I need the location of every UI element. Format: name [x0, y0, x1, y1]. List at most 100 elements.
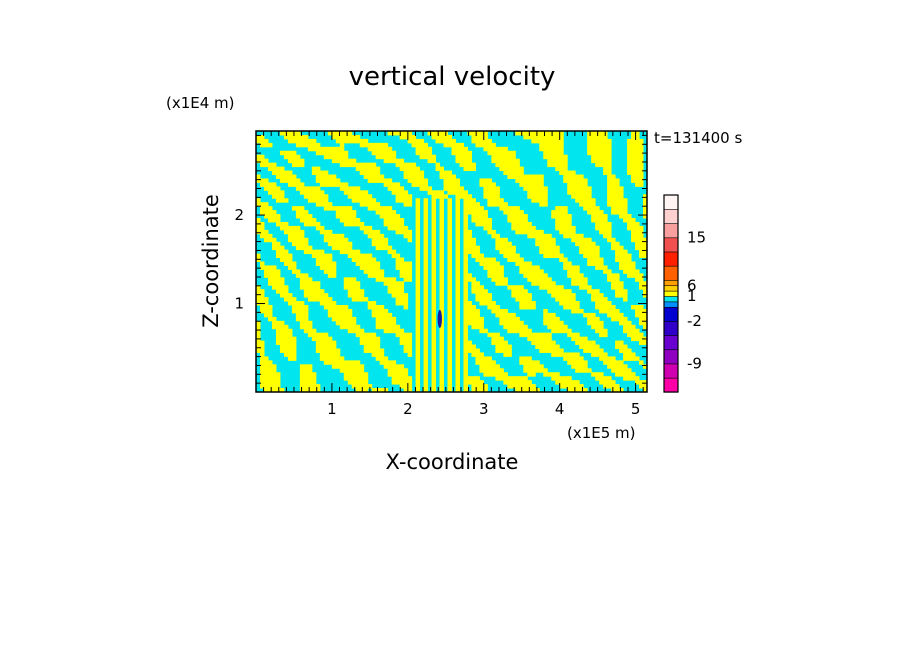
positive-velocity-cell: [267, 308, 273, 314]
positive-velocity-cell: [475, 360, 480, 365]
positive-velocity-cell: [387, 218, 393, 223]
positive-velocity-cell: [279, 198, 285, 203]
positive-velocity-cell: [343, 241, 349, 247]
positive-velocity-cell: [419, 178, 425, 183]
positive-velocity-cell: [475, 138, 480, 144]
positive-velocity-cell: [303, 380, 309, 385]
positive-velocity-cell: [531, 269, 536, 274]
positive-velocity-cell: [503, 277, 508, 282]
positive-velocity-cell: [371, 237, 377, 243]
positive-velocity-cell: [635, 376, 640, 381]
positive-velocity-cell: [307, 277, 313, 282]
positive-velocity-cell: [267, 182, 273, 187]
positive-velocity-cell: [463, 166, 468, 172]
positive-velocity-cell: [375, 316, 381, 322]
positive-velocity-cell: [587, 131, 592, 136]
positive-velocity-cell: [303, 277, 309, 282]
positive-velocity-cell: [543, 134, 548, 140]
positive-velocity-cell: [259, 308, 265, 314]
positive-velocity-cell: [415, 210, 421, 215]
positive-velocity-cell: [387, 372, 393, 377]
positive-velocity-cell: [579, 186, 584, 191]
positive-velocity-cell: [559, 134, 564, 140]
positive-velocity-cell: [543, 202, 548, 207]
positive-velocity-cell: [387, 320, 393, 326]
positive-velocity-cell: [375, 312, 381, 318]
positive-velocity-cell: [371, 166, 377, 172]
positive-velocity-cell: [467, 316, 472, 322]
positive-velocity-cell: [363, 225, 369, 231]
positive-velocity-cell: [323, 229, 329, 235]
positive-velocity-cell: [451, 178, 456, 183]
positive-velocity-cell: [559, 348, 564, 353]
positive-velocity-cell: [611, 277, 616, 282]
positive-velocity-cell: [303, 293, 309, 298]
positive-velocity-cell: [287, 344, 293, 349]
positive-velocity-cell: [299, 308, 305, 314]
positive-velocity-cell: [611, 285, 616, 290]
positive-velocity-cell: [399, 372, 405, 377]
positive-velocity-cell: [315, 225, 321, 231]
positive-velocity-cell: [479, 178, 484, 183]
positive-velocity-cell: [415, 380, 421, 385]
positive-velocity-cell: [631, 352, 636, 357]
positive-velocity-cell: [359, 289, 365, 294]
positive-velocity-cell: [591, 142, 596, 148]
positive-velocity-cell: [599, 265, 604, 270]
positive-velocity-cell: [579, 281, 584, 286]
positive-velocity-cell: [256, 344, 261, 349]
positive-velocity-cell: [511, 166, 516, 172]
positive-velocity-cell: [559, 289, 564, 294]
positive-velocity-cell: [503, 281, 508, 286]
positive-velocity-cell: [395, 131, 401, 136]
positive-velocity-cell: [331, 340, 337, 346]
positive-velocity-cell: [319, 225, 325, 231]
positive-velocity-cell: [391, 376, 397, 381]
positive-velocity-cell: [555, 376, 560, 381]
positive-velocity-cell: [399, 293, 405, 298]
positive-velocity-cell: [307, 297, 313, 302]
positive-velocity-cell: [371, 340, 377, 346]
positive-velocity-cell: [531, 364, 536, 369]
positive-velocity-cell: [563, 170, 568, 175]
positive-velocity-cell: [383, 312, 389, 318]
positive-velocity-cell: [259, 206, 265, 211]
positive-velocity-cell: [351, 372, 357, 377]
positive-velocity-cell: [311, 194, 317, 199]
positive-velocity-cell: [551, 241, 556, 247]
positive-velocity-cell: [299, 376, 305, 381]
positive-velocity-cell: [415, 273, 421, 278]
positive-velocity-cell: [295, 162, 301, 168]
positive-velocity-cell: [299, 372, 305, 377]
positive-velocity-cell: [495, 344, 500, 349]
positive-velocity-cell: [295, 214, 301, 219]
positive-velocity-cell: [643, 312, 647, 318]
positive-velocity-cell: [631, 305, 636, 310]
positive-velocity-cell: [519, 376, 524, 381]
positive-velocity-cell: [371, 273, 377, 278]
positive-velocity-cell: [279, 190, 285, 195]
positive-velocity-cell: [571, 308, 576, 314]
positive-velocity-cell: [491, 202, 496, 207]
positive-velocity-cell: [495, 245, 500, 251]
positive-velocity-cell: [555, 162, 560, 168]
positive-velocity-cell: [575, 269, 580, 274]
positive-velocity-cell: [551, 324, 556, 330]
positive-velocity-cell: [535, 336, 540, 342]
positive-velocity-cell: [335, 241, 341, 247]
positive-velocity-cell: [363, 253, 369, 259]
positive-velocity-cell: [315, 336, 321, 342]
positive-velocity-cell: [447, 190, 452, 195]
positive-velocity-cell: [547, 241, 552, 247]
positive-velocity-cell: [327, 356, 333, 361]
positive-velocity-cell: [535, 131, 540, 136]
positive-velocity-cell: [519, 182, 524, 187]
positive-velocity-cell: [399, 194, 405, 199]
positive-velocity-cell: [439, 134, 445, 140]
positive-velocity-cell: [511, 174, 516, 179]
positive-velocity-cell: [347, 308, 353, 314]
positive-velocity-cell: [587, 316, 592, 322]
positive-velocity-cell: [555, 214, 560, 219]
positive-velocity-cell: [519, 297, 524, 302]
positive-velocity-cell: [507, 328, 512, 334]
